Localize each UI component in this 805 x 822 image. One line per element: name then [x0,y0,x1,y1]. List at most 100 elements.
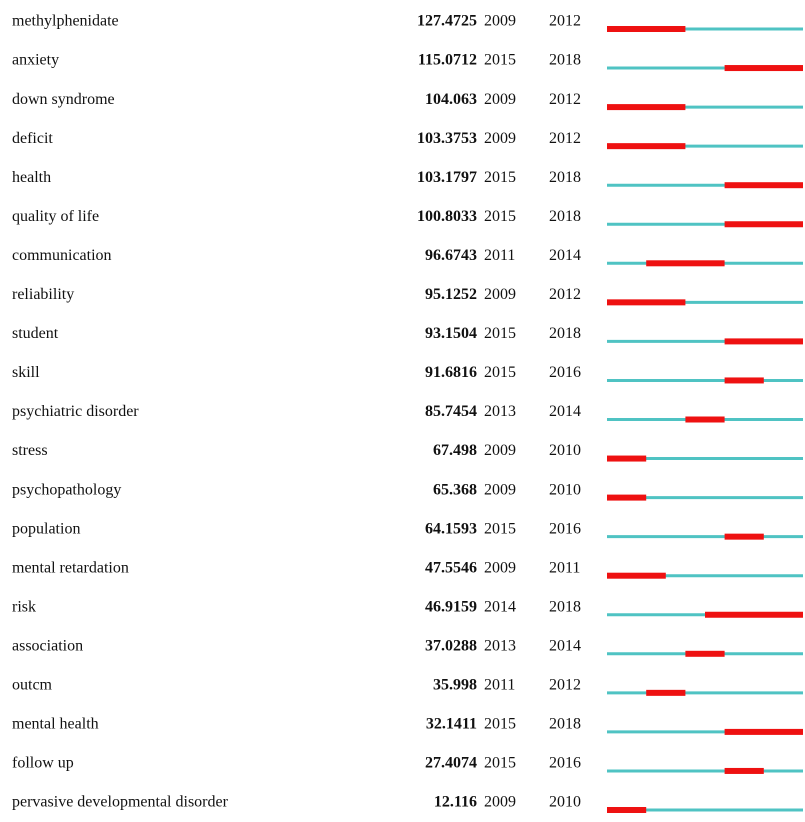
strength: 127.4725 [417,13,477,30]
keyword: quality of life [12,208,99,225]
keyword: psychiatric disorder [12,403,139,420]
keyword: student [12,325,59,342]
begin-year: 2015 [484,755,516,772]
begin-year: 2015 [484,208,516,225]
begin-year: 2015 [484,520,516,537]
begin-year: 2009 [484,481,516,498]
end-year: 2016 [549,364,581,381]
end-year: 2014 [549,247,581,264]
burst-bar [725,338,803,344]
burst-bar [607,807,646,813]
burst-table: methylphenidate127.472520092012anxiety11… [0,0,805,817]
begin-year: 2015 [484,169,516,186]
keyword: reliability [12,286,74,303]
end-year: 2014 [549,403,581,420]
keyword: health [12,169,51,186]
burst-bar [725,65,803,71]
keyword: association [12,637,83,654]
burst-bar [607,299,685,305]
burst-bar [725,182,803,188]
begin-year: 2014 [484,598,516,615]
strength: 96.6743 [425,247,477,264]
begin-year: 2009 [484,559,516,576]
begin-year: 2009 [484,13,516,30]
strength: 12.116 [434,794,477,811]
end-year: 2010 [549,481,581,498]
end-year: 2018 [549,169,581,186]
burst-bar [646,690,685,696]
keyword: methylphenidate [12,13,119,30]
strength: 103.3753 [417,130,477,147]
end-year: 2018 [549,325,581,342]
begin-year: 2013 [484,637,516,654]
burst-bar [725,729,803,735]
strength: 35.998 [433,677,477,694]
strength: 27.4074 [425,755,477,772]
begin-year: 2015 [484,364,516,381]
burst-bar [607,573,666,579]
keyword: risk [12,598,36,615]
strength: 32.1411 [426,716,477,733]
burst-bar [607,143,685,149]
keyword: deficit [12,130,53,147]
strength: 104.063 [425,91,477,108]
burst-bar [725,534,764,540]
end-year: 2014 [549,637,581,654]
burst-bar [725,221,803,227]
end-year: 2012 [549,91,581,108]
strength: 47.5546 [425,559,477,576]
burst-bar [646,260,724,266]
begin-year: 2009 [484,130,516,147]
keyword: communication [12,247,112,264]
strength: 115.0712 [418,52,477,69]
end-year: 2011 [549,559,580,576]
begin-year: 2015 [484,52,516,69]
burst-bar [685,651,724,657]
keyword: pervasive developmental disorder [12,794,229,811]
strength: 93.1504 [425,325,477,342]
end-year: 2018 [549,52,581,69]
strength: 100.8033 [417,208,477,225]
keyword: follow up [12,755,74,772]
strength: 46.9159 [425,598,477,615]
strength: 67.498 [433,442,477,459]
strength: 37.0288 [425,637,477,654]
burst-bar [607,495,646,501]
burst-bar [607,104,685,110]
begin-year: 2009 [484,91,516,108]
strength: 103.1797 [417,169,477,186]
end-year: 2016 [549,755,581,772]
begin-year: 2013 [484,403,516,420]
strength: 91.6816 [425,364,477,381]
strength: 65.368 [433,481,477,498]
end-year: 2010 [549,794,581,811]
begin-year: 2015 [484,325,516,342]
end-year: 2012 [549,130,581,147]
end-year: 2010 [549,442,581,459]
end-year: 2016 [549,520,581,537]
end-year: 2012 [549,677,581,694]
keyword: mental health [12,716,99,733]
keyword: population [12,520,80,537]
keyword: stress [12,442,48,459]
end-year: 2012 [549,286,581,303]
keyword: psychopathology [12,481,121,498]
end-year: 2018 [549,598,581,615]
burst-bar [725,377,764,383]
begin-year: 2009 [484,794,516,811]
burst-bar [607,26,685,32]
begin-year: 2009 [484,286,516,303]
begin-year: 2009 [484,442,516,459]
end-year: 2012 [549,13,581,30]
burst-bar [705,612,803,618]
begin-year: 2011 [484,247,515,264]
begin-year: 2015 [484,716,516,733]
keyword: down syndrome [12,91,115,108]
keyword: outcm [12,677,53,694]
strength: 85.7454 [425,403,477,420]
burst-bar [607,456,646,462]
strength: 64.1593 [425,520,477,537]
keyword: skill [12,364,40,381]
end-year: 2018 [549,208,581,225]
keyword: mental retardation [12,559,129,576]
